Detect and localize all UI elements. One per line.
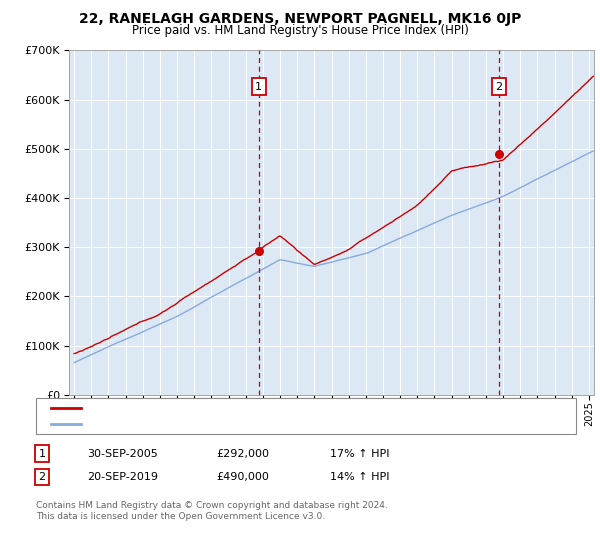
Text: 30-SEP-2005: 30-SEP-2005 [87,449,158,459]
Text: Price paid vs. HM Land Registry's House Price Index (HPI): Price paid vs. HM Land Registry's House … [131,24,469,37]
Text: 22, RANELAGH GARDENS, NEWPORT PAGNELL, MK16 0JP (detached house): 22, RANELAGH GARDENS, NEWPORT PAGNELL, M… [88,403,477,413]
Text: 22, RANELAGH GARDENS, NEWPORT PAGNELL, MK16 0JP: 22, RANELAGH GARDENS, NEWPORT PAGNELL, M… [79,12,521,26]
Text: 17% ↑ HPI: 17% ↑ HPI [330,449,389,459]
Text: HPI: Average price, detached house, Milton Keynes: HPI: Average price, detached house, Milt… [88,419,353,429]
Text: £490,000: £490,000 [216,472,269,482]
Text: 2: 2 [38,472,46,482]
Text: £292,000: £292,000 [216,449,269,459]
Text: 1: 1 [255,82,262,92]
Text: 14% ↑ HPI: 14% ↑ HPI [330,472,389,482]
Text: 1: 1 [38,449,46,459]
Text: 2: 2 [495,82,502,92]
Text: Contains HM Land Registry data © Crown copyright and database right 2024.
This d: Contains HM Land Registry data © Crown c… [36,501,388,521]
Text: 20-SEP-2019: 20-SEP-2019 [87,472,158,482]
